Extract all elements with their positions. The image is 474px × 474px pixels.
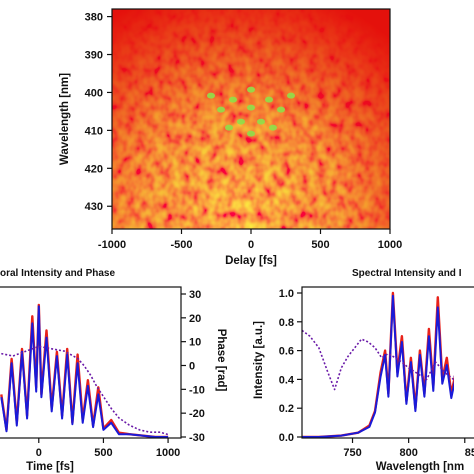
heatmap-peak	[287, 92, 295, 99]
temporal-x-tick-label: 1000	[156, 447, 180, 459]
spectral-series-line	[302, 294, 454, 438]
heatmap-peak	[265, 96, 273, 103]
spectral-y-tick-label: 0.2	[279, 403, 294, 415]
temporal-phase-ticks: 30 20 10 0 -10 -20 -30	[181, 289, 205, 444]
heatmap-y-tick-label: 400	[85, 87, 103, 99]
heatmap-x-tick-label: -1000	[98, 239, 126, 251]
temporal-phase-tick-label: -20	[189, 408, 205, 420]
temporal-x-label: Time [fs]	[26, 461, 74, 473]
temporal-frame	[0, 286, 182, 439]
temporal-series	[0, 303, 169, 438]
spectral-frame	[301, 286, 474, 439]
heatmap-speckle	[112, 9, 390, 229]
spectral-y-label: Intensity [a.u.]	[253, 321, 265, 399]
spectrogram-heatmap	[112, 9, 390, 229]
temporal-phase-label: Phase [rad]	[215, 329, 227, 392]
spectral-x-tick-label: 750	[343, 447, 361, 459]
temporal-phase-tick-label: -10	[189, 384, 205, 396]
spectral-y-tick-label: 0.8	[279, 317, 294, 329]
heatmap-peak	[237, 118, 245, 125]
spectral-y-tick-label: 0.0	[279, 432, 294, 444]
heatmap-x-tick-label: 0	[248, 239, 254, 251]
temporal-phase-tick-label: 0	[189, 361, 195, 373]
heatmap-y-tick-label: 410	[85, 125, 103, 137]
spectral-x-label: Wavelength [nm	[376, 461, 464, 473]
heatmap-y-ticks: 380 390 400 410 420 430	[85, 12, 112, 213]
spectral-series-line	[302, 329, 454, 391]
heatmap-x-ticks: -1000 -500 0 500 1000	[98, 229, 402, 251]
spectral-x-ticks: 750 800 85	[343, 438, 474, 459]
spectral-x-tick-label: 85	[465, 447, 474, 459]
heatmap-y-tick-label: 380	[85, 12, 103, 24]
spectral-series	[302, 291, 454, 438]
heatmap-peak	[277, 106, 285, 113]
spectral-x-tick-label: 800	[399, 447, 417, 459]
temporal-x-ticks: 0 500 1000	[36, 438, 180, 459]
heatmap-peak	[247, 86, 255, 93]
heatmap-peak	[247, 130, 255, 137]
temporal-series-line	[0, 305, 169, 438]
heatmap-peak	[207, 92, 215, 99]
spectral-y-tick-label: 0.4	[279, 374, 295, 386]
temporal-x-tick-label: 0	[36, 447, 42, 459]
heatmap-peak	[225, 124, 233, 131]
spectral-y-tick-label: 0.6	[279, 346, 294, 358]
heatmap-x-tick-label: 500	[311, 239, 329, 251]
heatmap-y-tick-label: 430	[85, 201, 103, 213]
spectral-y-tick-label: 1.0	[279, 288, 294, 300]
heatmap-peak	[217, 106, 225, 113]
temporal-x-tick-label: 500	[94, 447, 112, 459]
heatmap-peak	[257, 118, 265, 125]
heatmap-x-tick-label: 1000	[378, 239, 402, 251]
temporal-phase-tick-label: 30	[189, 289, 201, 301]
temporal-phase-tick-label: 10	[189, 337, 201, 349]
spectral-y-ticks: 0.0 0.2 0.4 0.6 0.8 1.0	[279, 288, 302, 444]
heatmap-peak	[247, 104, 255, 111]
heatmap-x-label: Delay [fs]	[225, 255, 277, 267]
heatmap-peak	[229, 96, 237, 103]
heatmap-peak	[269, 124, 277, 131]
heatmap-x-tick-label: -500	[170, 239, 192, 251]
heatmap-peaks	[207, 86, 295, 137]
temporal-panel-title: oral Intensity and Phase	[0, 268, 115, 279]
heatmap-y-label: Wavelength [nm]	[59, 73, 71, 165]
heatmap-y-tick-label: 390	[85, 50, 103, 62]
temporal-series-line	[1, 345, 169, 436]
spectral-series-line	[302, 291, 454, 438]
heatmap-y-tick-label: 420	[85, 163, 103, 175]
temporal-phase-tick-label: 20	[189, 313, 201, 325]
temporal-phase-tick-label: -30	[189, 432, 205, 444]
spectral-panel-title: Spectral Intensity and I	[352, 268, 462, 279]
